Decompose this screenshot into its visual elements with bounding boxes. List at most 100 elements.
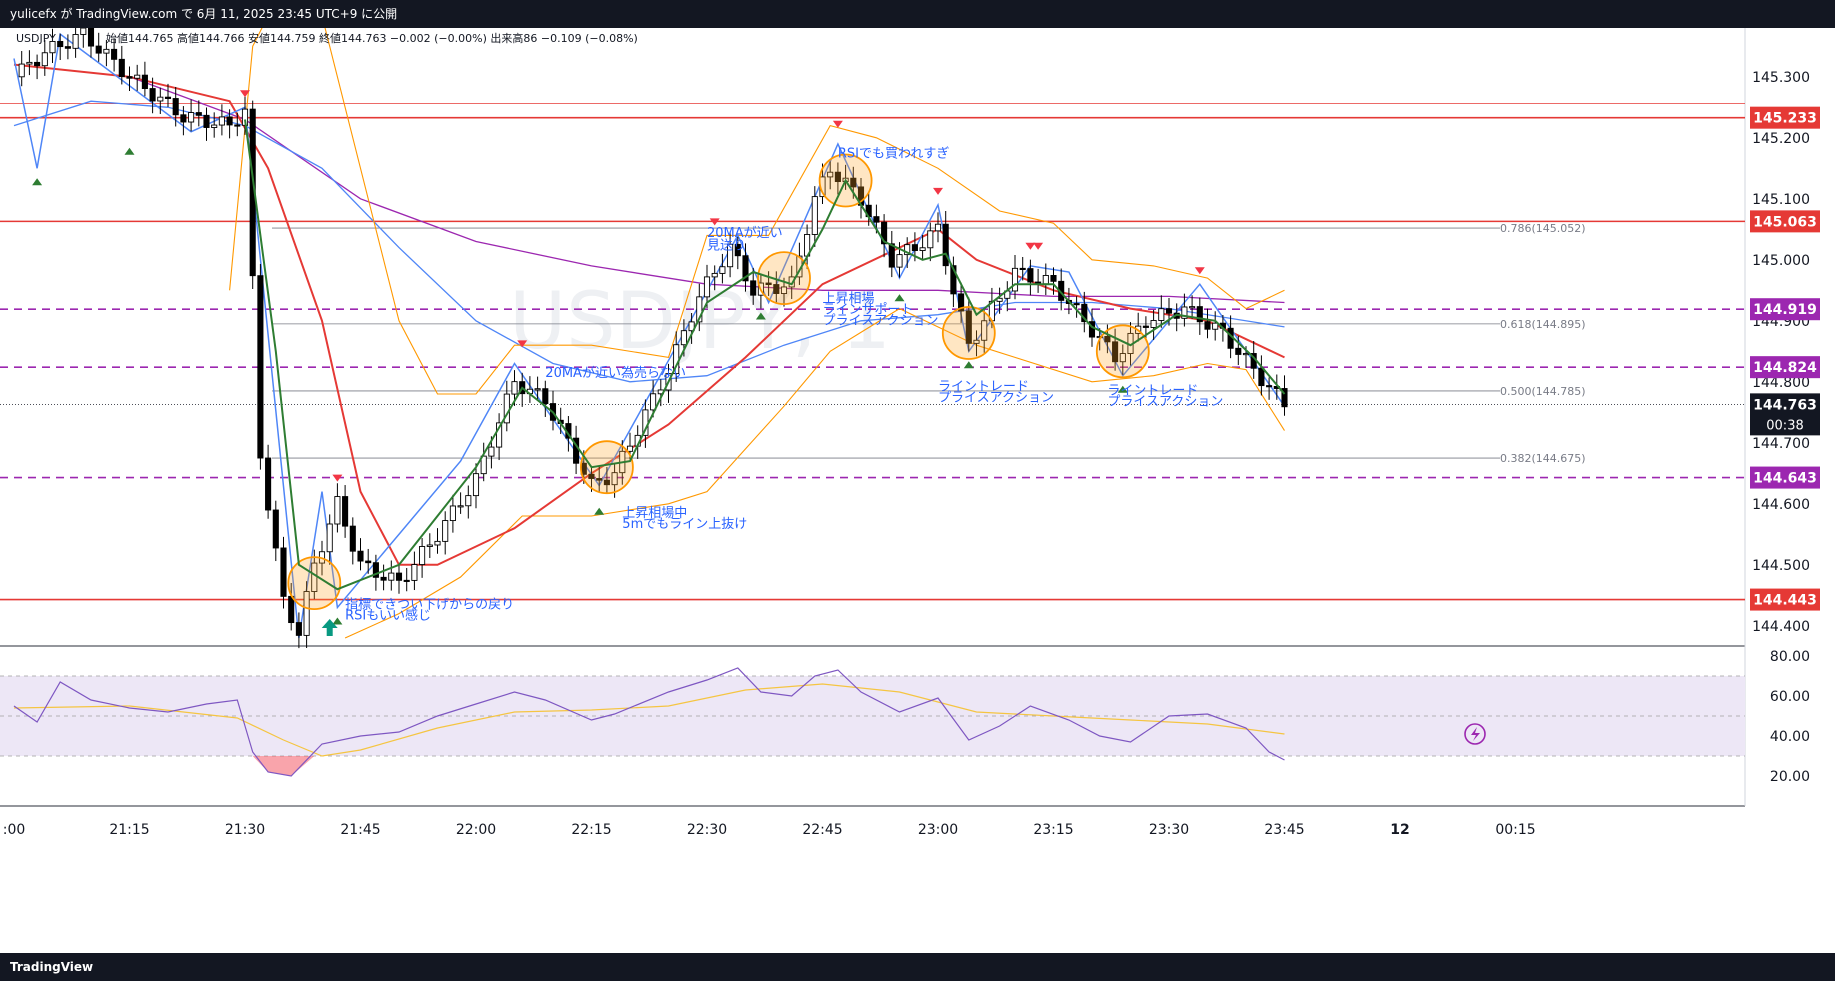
- price-label-box: [1750, 588, 1820, 611]
- annotation-text[interactable]: 20MAが近い為売らない: [545, 365, 686, 381]
- price-label-text: 144.824: [1753, 360, 1817, 376]
- annotation-text[interactable]: 20MAが近い: [707, 226, 783, 241]
- candle-body: [80, 28, 87, 35]
- ma-green-line: [244, 119, 1286, 591]
- sell-signal-arrow: [1194, 267, 1205, 275]
- candle-body: [680, 330, 687, 346]
- annotation-text[interactable]: ライントレード: [1107, 384, 1198, 399]
- annotation-text[interactable]: 見送り: [707, 238, 746, 253]
- candle-body: [1142, 325, 1149, 328]
- candle-body: [488, 446, 495, 457]
- annotation-text[interactable]: プライスアクション: [1107, 395, 1223, 410]
- highlight-circle[interactable]: [941, 306, 996, 360]
- candle-body: [172, 98, 179, 116]
- candle-body: [149, 88, 156, 102]
- candle-body: [380, 576, 387, 581]
- rsi-tick-label: 20.00: [1770, 769, 1810, 785]
- candle-body: [164, 96, 172, 99]
- legend-symbol: USDJPY: [16, 32, 56, 45]
- annotation-text[interactable]: プライスアクション: [938, 390, 1054, 405]
- annotation-text[interactable]: RSIでも買われすぎ: [838, 146, 949, 161]
- candle-body: [1212, 322, 1219, 330]
- candle-body: [1235, 347, 1242, 355]
- buy-signal-arrow: [1117, 385, 1128, 393]
- highlight-circle[interactable]: [1095, 324, 1150, 379]
- fib-level-label: 0.618(144.895): [1500, 318, 1586, 331]
- annotation-text[interactable]: 5mでもライン上抜け: [622, 516, 747, 532]
- candle-body: [1050, 275, 1057, 282]
- price-tick-label: 144.700: [1752, 436, 1810, 452]
- time-tick-label: 00:15: [1495, 822, 1535, 838]
- candle-body: [234, 124, 241, 127]
- candle-body: [442, 520, 449, 542]
- candle-body: [357, 550, 364, 562]
- candle-body: [41, 52, 48, 67]
- candle-body: [973, 339, 980, 344]
- candle-body: [303, 591, 310, 636]
- candle-body: [49, 40, 56, 54]
- price-tick-label: 145.200: [1752, 131, 1810, 147]
- fib-level-label: 0.382(144.675): [1500, 452, 1586, 465]
- time-tick-label: 22:15: [571, 822, 611, 838]
- candle-body: [626, 445, 634, 452]
- buy-signal-arrow: [894, 294, 905, 302]
- candle-body: [1112, 341, 1119, 363]
- candle-body: [1150, 320, 1157, 328]
- price-tick-label: 144.800: [1752, 375, 1810, 391]
- candle-body: [688, 321, 695, 332]
- rsi-tick-label: 40.00: [1770, 729, 1810, 745]
- publish-header: yulicefx が TradingView.com で 6月 11, 2025…: [0, 0, 1835, 28]
- highlight-circle[interactable]: [287, 556, 342, 610]
- candle-body: [958, 293, 965, 312]
- sell-signal-arrow: [933, 187, 943, 195]
- current-price-box: [1750, 393, 1820, 436]
- candle-body: [496, 422, 503, 448]
- annotation-text[interactable]: ラインサポート: [823, 302, 914, 317]
- candle-body: [280, 547, 287, 597]
- candle-body: [1181, 306, 1188, 319]
- annotation-text[interactable]: RSIもいい感じ: [345, 608, 431, 624]
- zigzag-line: [13, 32, 1286, 639]
- annotation-text[interactable]: 上昇相場中: [622, 506, 687, 521]
- candle-body: [157, 96, 164, 102]
- sell-signal-arrow: [240, 90, 250, 98]
- candle-body: [881, 221, 888, 245]
- sell-signal-arrow: [517, 340, 528, 348]
- candle-body: [588, 473, 595, 479]
- annotation-text[interactable]: ライントレード: [938, 379, 1029, 394]
- sell-signal-arrow: [1033, 242, 1044, 250]
- highlight-circle[interactable]: [580, 440, 634, 495]
- bollinger-lower-line: [344, 307, 1285, 639]
- candle-body: [1104, 335, 1111, 343]
- candle-body: [1027, 268, 1034, 283]
- candle-body: [472, 473, 480, 497]
- annotation-text[interactable]: プライスアクション: [823, 313, 939, 328]
- candle-body: [1242, 353, 1250, 356]
- candle-body: [342, 496, 349, 527]
- candle-body: [734, 243, 741, 257]
- candle-body: [95, 45, 102, 54]
- candle-body: [265, 457, 272, 511]
- candle-body: [596, 478, 603, 481]
- candle-body: [72, 34, 79, 49]
- highlight-circle[interactable]: [757, 251, 811, 306]
- annotation-text[interactable]: 上昇相場: [823, 292, 875, 307]
- price-label-text: 144.919: [1753, 302, 1817, 318]
- candle-body: [1281, 388, 1288, 408]
- candle-body: [603, 479, 610, 486]
- candle-body: [773, 284, 780, 294]
- countdown-timer: 00:38: [1766, 418, 1803, 433]
- lightning-icon[interactable]: [1464, 723, 1486, 745]
- sell-signal-arrow: [709, 218, 720, 226]
- annotation-text[interactable]: 指標できつい下げからの戻り: [345, 598, 514, 613]
- chart-area[interactable]: USDJPY, 10.786(145.052)0.618(144.895)0.5…: [0, 28, 1835, 953]
- footer-bar: TradingView: [0, 953, 1835, 981]
- candle-body: [1119, 353, 1126, 363]
- candle-body: [1196, 306, 1203, 323]
- candle-body: [34, 61, 41, 67]
- candle-body: [26, 61, 33, 65]
- candle-body: [57, 40, 64, 48]
- candle-body: [180, 114, 187, 123]
- candle-body: [534, 388, 541, 391]
- candle-body: [326, 523, 333, 553]
